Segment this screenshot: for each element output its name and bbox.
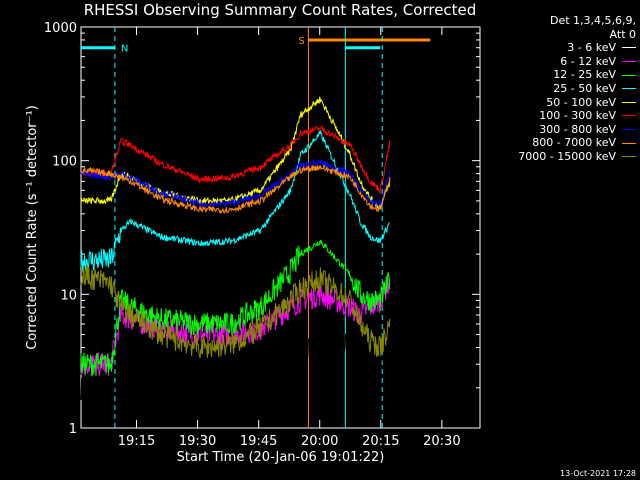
timestamp-label: 13-Oct-2021 17:28: [560, 469, 636, 478]
x-tick-label: 19:15: [118, 434, 155, 449]
x-tick-label: 20:30: [423, 434, 460, 449]
legend-label: 50 - 100 keV: [546, 95, 616, 109]
legend-swatch: [622, 115, 636, 117]
legend-label: 6 - 12 keV: [560, 54, 616, 68]
legend-label: 800 - 7000 keV: [532, 136, 616, 150]
chart-title: RHESSI Observing Summary Count Rates, Co…: [83, 1, 477, 19]
legend-label: 25 - 50 keV: [553, 81, 616, 95]
series-line-800-7000-kev: [80, 164, 391, 215]
y-tick-label: 1000: [44, 21, 77, 36]
legend-header: Det 1,3,4,5,6,9,: [549, 14, 636, 27]
series-line-3-6-kev: [80, 328, 391, 422]
x-tick-label: 19:45: [240, 434, 277, 449]
legend-label: 100 - 300 keV: [539, 109, 616, 123]
legend-swatch: [622, 88, 636, 90]
legend-entry: 800 - 7000 keV: [518, 136, 636, 150]
legend-entry: 300 - 800 keV: [518, 123, 636, 137]
series-line-7000-15000-kev: [80, 265, 391, 359]
y-tick-label: 10: [60, 288, 77, 303]
legend-entry: 6 - 12 keV: [518, 55, 636, 69]
legend-entry: 50 - 100 keV: [518, 96, 636, 110]
legend-label: 12 - 25 keV: [553, 68, 616, 82]
y-axis-label: Corrected Count Rate (s⁻¹ detector⁻¹): [25, 105, 40, 350]
series-line-100-300-kev: [80, 125, 391, 195]
legend-swatch: [622, 101, 636, 103]
legend-swatch: [622, 129, 636, 131]
state-label: N: [121, 44, 128, 55]
legend-entry: 100 - 300 keV: [518, 109, 636, 123]
series-line-300-800-kev: [80, 158, 391, 208]
state-label: S: [298, 36, 304, 47]
legend-label: 300 - 800 keV: [539, 122, 616, 136]
series-line-50-100-kev: [80, 96, 391, 210]
legend-entry: 3 - 6 keV: [518, 41, 636, 55]
y-tick-label: 100: [52, 155, 77, 170]
legend-swatch: [622, 156, 636, 158]
legend-header: Att 0: [609, 27, 636, 41]
legend-swatch: [622, 74, 636, 76]
legend-swatch: [622, 142, 636, 144]
legend-swatch: [622, 61, 636, 63]
x-tick-label: 19:30: [179, 434, 216, 449]
legend-entry: 12 - 25 keV: [518, 68, 636, 82]
x-tick-label: 20:15: [362, 434, 399, 449]
legend-entry: 7000 - 15000 keV: [518, 150, 636, 164]
legend-entry: 25 - 50 keV: [518, 82, 636, 96]
y-tick-label: 1: [69, 422, 77, 437]
x-tick-label: 20:00: [301, 434, 338, 449]
legend-label: 3 - 6 keV: [567, 41, 616, 55]
legend-label: 7000 - 15000 keV: [518, 149, 616, 163]
plot-frame: [80, 26, 481, 429]
legend-swatch: [622, 47, 636, 49]
x-axis-label: Start Time (20-Jan-06 19:01:22): [177, 450, 385, 465]
